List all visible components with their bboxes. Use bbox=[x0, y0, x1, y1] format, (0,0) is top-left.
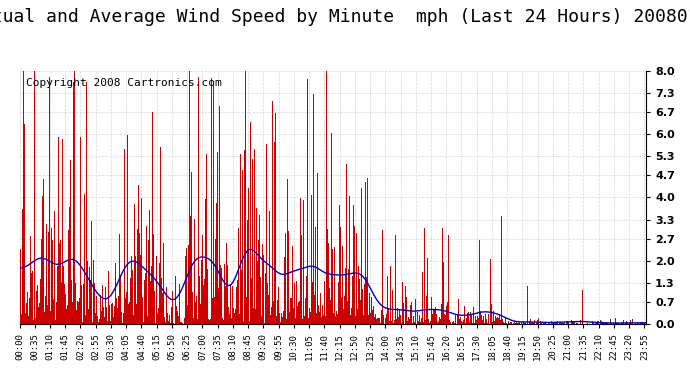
Text: Copyright 2008 Cartronics.com: Copyright 2008 Cartronics.com bbox=[26, 78, 221, 88]
Text: Actual and Average Wind Speed by Minute  mph (Last 24 Hours) 20080121: Actual and Average Wind Speed by Minute … bbox=[0, 8, 690, 26]
